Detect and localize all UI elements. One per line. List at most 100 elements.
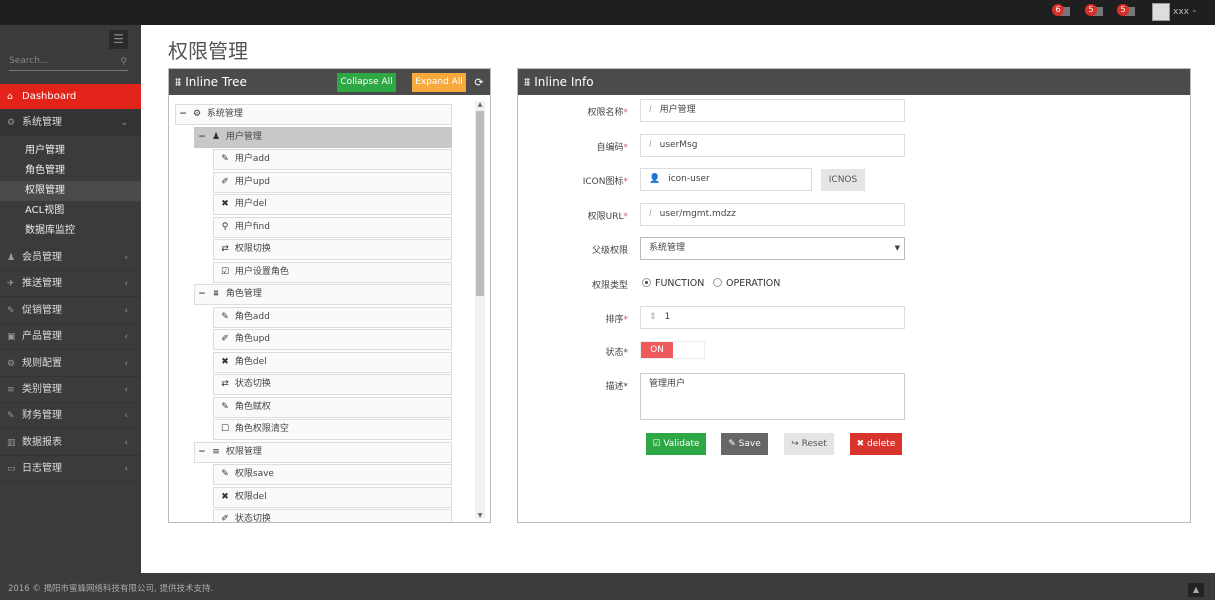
chevron-left-icon: ‹: [124, 464, 128, 475]
user-icon: ♟: [7, 253, 16, 263]
expand-all-button[interactable]: Expand All: [412, 73, 466, 92]
scroll-up-icon[interactable]: ▲: [477, 101, 483, 108]
sort-icon: ⇕: [649, 312, 657, 322]
tree-node-label: 权限del: [234, 491, 267, 502]
collapse-toggle-icon[interactable]: −: [198, 289, 206, 299]
sidebar-item-dashboard[interactable]: ⌂ Dashboard: [0, 84, 141, 110]
tag-icon: ✎: [7, 305, 15, 316]
tree-node[interactable]: − ⚙ 系统管理: [175, 104, 452, 125]
tree-node[interactable]: ✐ 用户upd: [213, 171, 452, 193]
status-toggle[interactable]: ON: [640, 341, 705, 359]
tree-node[interactable]: − ⩩ 角色管理: [194, 284, 452, 305]
type-radio-function[interactable]: FUNCTION: [642, 278, 704, 289]
sidebar-item[interactable]: ≡ 类别管理 ‹: [0, 377, 141, 403]
menu-toggle-icon[interactable]: ☰: [109, 30, 128, 49]
tree-node[interactable]: ✎ 用户add: [213, 149, 452, 170]
tree-node-label: 角色add: [234, 311, 270, 322]
status-label: 状态*: [605, 348, 628, 358]
sidebar-subitem[interactable]: 用户管理: [25, 145, 65, 156]
tree-node[interactable]: − ♟ 用户管理: [194, 126, 452, 148]
tree-node[interactable]: ✎ 角色赋权: [213, 396, 452, 418]
parent-select[interactable]: 系统管理 ▼: [640, 237, 905, 260]
desc-label: 描述*: [605, 382, 628, 392]
sidebar-subitem[interactable]: ACL视图: [25, 205, 65, 216]
scroll-to-top-icon[interactable]: ▲: [1188, 583, 1204, 597]
sidebar-item[interactable]: ✎ 财务管理 ‹: [0, 403, 141, 430]
tree-node[interactable]: ⚲ 用户find: [213, 216, 452, 238]
validate-button[interactable]: ☑ Validate: [646, 433, 706, 455]
scrollbar-thumb[interactable]: [476, 111, 484, 296]
archive-icon: ▣: [7, 332, 16, 343]
scroll-down-icon[interactable]: ▼: [477, 512, 483, 519]
search-icon[interactable]: ⚲: [120, 57, 127, 67]
page-title: 权限管理: [168, 39, 248, 63]
order-stepper[interactable]: ⇕ 1: [640, 306, 905, 329]
tree-node[interactable]: ✎ 角色add: [213, 306, 452, 328]
delete-button[interactable]: ✖ delete: [850, 433, 902, 455]
tree-node[interactable]: ☐ 角色权限清空: [213, 419, 452, 440]
tree-node[interactable]: ✐ 状态切换: [213, 509, 452, 522]
sidebar-subitem[interactable]: 权限管理: [0, 181, 141, 201]
tree-node-label: 角色upd: [234, 334, 271, 344]
cog-icon: ⚙: [7, 358, 16, 369]
edit-icon: ✐: [221, 514, 229, 522]
pencil-icon: ✎: [728, 439, 739, 449]
sidebar-item[interactable]: ✎ 促销管理 ‹: [0, 298, 141, 324]
panel-title: Inline Tree: [185, 75, 247, 89]
search-icon: ⚲: [221, 221, 229, 232]
sidebar-item[interactable]: ✈ 推送管理 ‹: [0, 271, 141, 298]
parent-label: 父级权限: [591, 246, 628, 256]
tree-node-label: 角色管理: [225, 289, 262, 299]
money-icon: ✎: [7, 411, 15, 422]
name-input[interactable]: I 用户管理: [640, 99, 905, 122]
tree-node-label: 用户del: [234, 199, 267, 209]
sidebar-item[interactable]: ▥ 数据报表 ‹: [0, 430, 141, 456]
check-square-icon: ☑: [652, 439, 664, 449]
username[interactable]: xxx: [1173, 7, 1189, 17]
desc-textarea[interactable]: 管理用户: [640, 373, 905, 420]
tree-node[interactable]: ✖ 用户del: [213, 194, 452, 215]
text-cursor-icon: I: [649, 209, 652, 219]
sidebar-item[interactable]: ♟ 会员管理 ‹: [0, 245, 141, 271]
save-button[interactable]: ✎ Save: [721, 433, 768, 455]
collapse-toggle-icon[interactable]: −: [179, 109, 187, 119]
tree-node[interactable]: ☑ 用户设置角色: [213, 261, 452, 283]
notification-bell[interactable]: 6: [1052, 4, 1074, 18]
sidebar-item[interactable]: ▣ 产品管理 ‹: [0, 324, 141, 351]
type-radio-operation[interactable]: OPERATION: [713, 278, 780, 289]
pencil-icon: ✎: [221, 311, 229, 322]
collapse-toggle-icon[interactable]: −: [198, 446, 206, 457]
notification-badge: 6: [1052, 4, 1064, 16]
sidebar-item[interactable]: ⚙ 规则配置 ‹: [0, 351, 141, 377]
pencil-icon: ✎: [221, 401, 229, 412]
icons-button[interactable]: ICNOS: [821, 169, 865, 191]
sidebar-subitem[interactable]: 角色管理: [25, 165, 65, 176]
tree-node[interactable]: − ≡ 权限管理: [194, 441, 452, 463]
notification-messages[interactable]: 5: [1085, 4, 1107, 18]
reset-button[interactable]: ↪ Reset: [784, 433, 834, 455]
chevron-down-icon[interactable]: ⌄: [1191, 5, 1198, 14]
avatar[interactable]: [1152, 3, 1170, 21]
tree-node[interactable]: ✎ 权限save: [213, 464, 452, 485]
bell-icon: [1060, 7, 1070, 16]
type-label: 权限类型: [591, 281, 628, 291]
sidebar-item[interactable]: ▭ 日志管理 ‹: [0, 456, 141, 483]
sidebar-subitem[interactable]: 数据库监控: [25, 225, 75, 236]
tree-node[interactable]: ✖ 角色del: [213, 351, 452, 373]
collapse-all-button[interactable]: Collapse All: [337, 73, 396, 92]
collapse-toggle-icon[interactable]: −: [198, 131, 206, 142]
notification-tasks[interactable]: 5: [1117, 4, 1139, 18]
icon-input[interactable]: 👤 icon-user: [640, 168, 812, 191]
tree-panel-header: ⩩ Inline Tree Collapse All Expand All ⟳: [169, 69, 490, 95]
search-input[interactable]: Search... ⚲: [9, 56, 128, 71]
tree-node[interactable]: ⇄ 状态切换: [213, 374, 452, 395]
refresh-icon[interactable]: ⟳: [474, 76, 484, 89]
file-icon: ▭: [7, 464, 16, 475]
tree-node[interactable]: ⇄ 权限切换: [213, 239, 452, 260]
tree-node[interactable]: ✖ 权限del: [213, 486, 452, 508]
tree-node[interactable]: ✐ 角色upd: [213, 329, 452, 350]
sidebar-item-system[interactable]: ⚙ 系统管理 ⌄: [0, 110, 141, 136]
tree-scrollbar[interactable]: ▲ ▼: [475, 101, 485, 519]
